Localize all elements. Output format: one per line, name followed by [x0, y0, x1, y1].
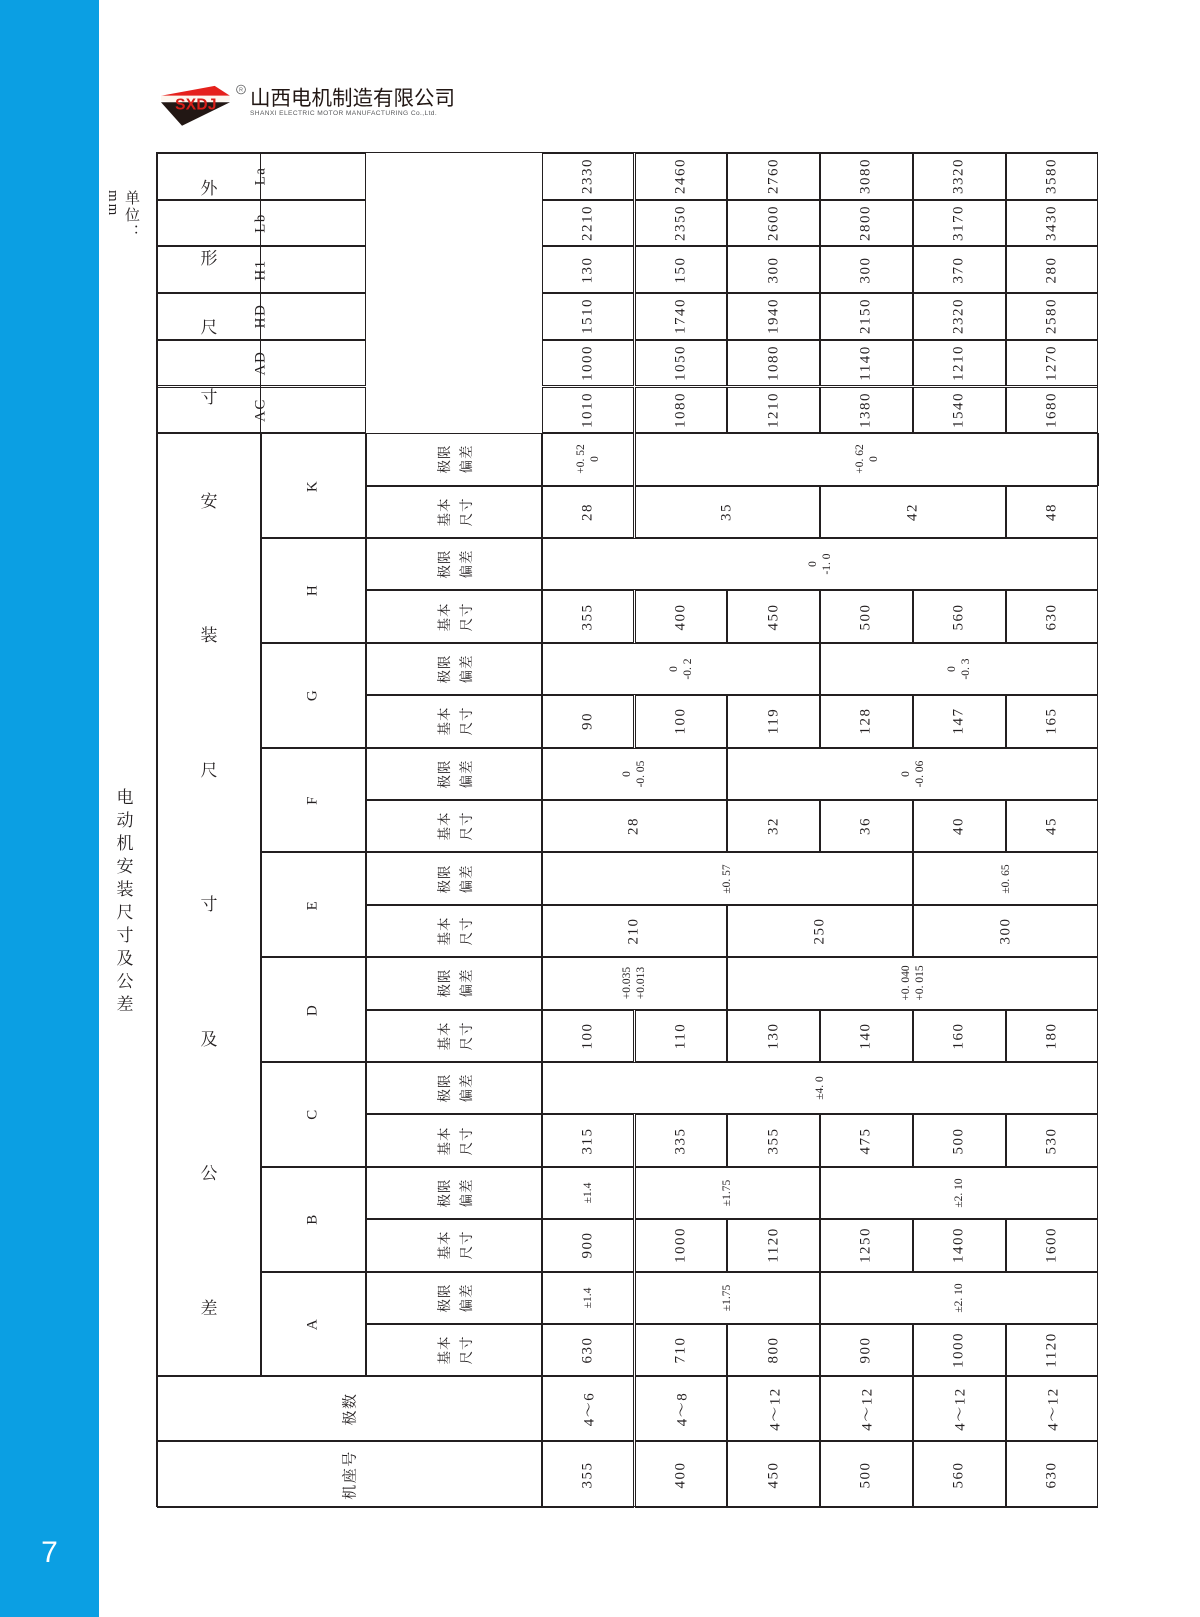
svg-text:山西电机制造有限公司: 山西电机制造有限公司 — [250, 87, 455, 110]
svg-text:R: R — [239, 88, 243, 94]
svg-text:SXDJ: SXDJ — [175, 97, 217, 114]
svg-text:SHANXI ELECTRIC MOTOR MANUFACT: SHANXI ELECTRIC MOTOR MANUFACTURING Co.,… — [250, 110, 437, 117]
